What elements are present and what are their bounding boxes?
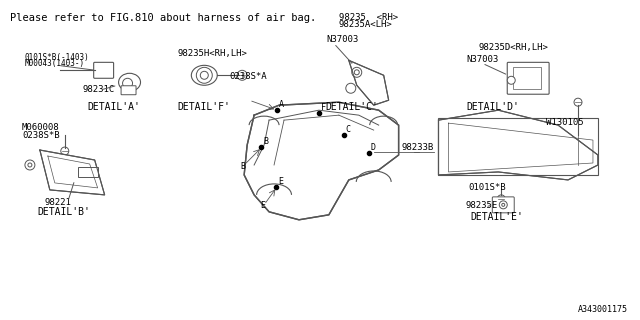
Bar <box>77 167 98 177</box>
Circle shape <box>200 71 208 79</box>
Bar <box>438 118 598 175</box>
Circle shape <box>499 201 508 209</box>
Circle shape <box>61 147 68 155</box>
Circle shape <box>355 70 359 75</box>
Polygon shape <box>244 102 399 220</box>
Text: 98233B: 98233B <box>402 143 434 152</box>
Text: DETAIL'B': DETAIL'B' <box>38 207 91 217</box>
Text: DETAIL'C': DETAIL'C' <box>325 102 378 112</box>
Circle shape <box>25 160 35 170</box>
Bar <box>513 67 541 89</box>
Text: 98235  <RH>: 98235 <RH> <box>339 13 398 22</box>
Text: DETAIL'E': DETAIL'E' <box>470 212 524 222</box>
Text: D: D <box>371 143 376 152</box>
Text: B: B <box>263 137 268 146</box>
Text: M060008: M060008 <box>22 123 60 132</box>
Text: F: F <box>321 103 326 112</box>
Text: 98235D<RH,LH>: 98235D<RH,LH> <box>478 44 548 52</box>
Ellipse shape <box>118 73 141 91</box>
Text: 98235E: 98235E <box>465 201 498 210</box>
Text: E: E <box>260 201 265 210</box>
Text: 98235H<RH,LH>: 98235H<RH,LH> <box>177 49 247 58</box>
Text: 98235A<LH>: 98235A<LH> <box>339 20 392 29</box>
Text: 98221: 98221 <box>45 198 72 207</box>
Text: A: A <box>279 100 284 109</box>
Text: 0101S*B(-1403): 0101S*B(-1403) <box>25 53 90 62</box>
FancyBboxPatch shape <box>508 62 549 94</box>
Ellipse shape <box>191 65 217 85</box>
Text: 0238S*A: 0238S*A <box>229 72 267 81</box>
FancyBboxPatch shape <box>121 86 136 95</box>
Circle shape <box>497 195 505 203</box>
Text: B: B <box>240 162 245 171</box>
Circle shape <box>508 76 515 84</box>
Circle shape <box>502 203 505 206</box>
Text: E: E <box>278 177 283 186</box>
Text: 0238S*B: 0238S*B <box>22 131 60 140</box>
Polygon shape <box>40 150 104 195</box>
Circle shape <box>237 70 247 80</box>
Text: DETAIL'D': DETAIL'D' <box>467 102 519 112</box>
Text: A343001175: A343001175 <box>578 306 628 315</box>
FancyBboxPatch shape <box>492 197 514 213</box>
Text: 98231C: 98231C <box>83 85 115 94</box>
Text: M00043(1403-): M00043(1403-) <box>25 59 85 68</box>
Text: DETAIL'A': DETAIL'A' <box>88 102 141 112</box>
Circle shape <box>28 163 32 167</box>
Text: Please refer to FIG.810 about harness of air bag.: Please refer to FIG.810 about harness of… <box>10 12 316 22</box>
Text: N37003: N37003 <box>327 36 359 44</box>
Circle shape <box>346 83 356 93</box>
Polygon shape <box>438 110 598 180</box>
Polygon shape <box>349 60 388 105</box>
Text: DETAIL'F': DETAIL'F' <box>177 102 230 112</box>
Text: 0101S*B: 0101S*B <box>468 183 506 192</box>
Circle shape <box>123 78 132 88</box>
FancyBboxPatch shape <box>93 62 114 78</box>
Circle shape <box>352 67 362 77</box>
Text: N37003: N37003 <box>467 55 499 64</box>
Circle shape <box>574 98 582 106</box>
Text: C: C <box>346 125 351 134</box>
Circle shape <box>196 67 212 83</box>
Text: W130105: W130105 <box>546 118 584 127</box>
